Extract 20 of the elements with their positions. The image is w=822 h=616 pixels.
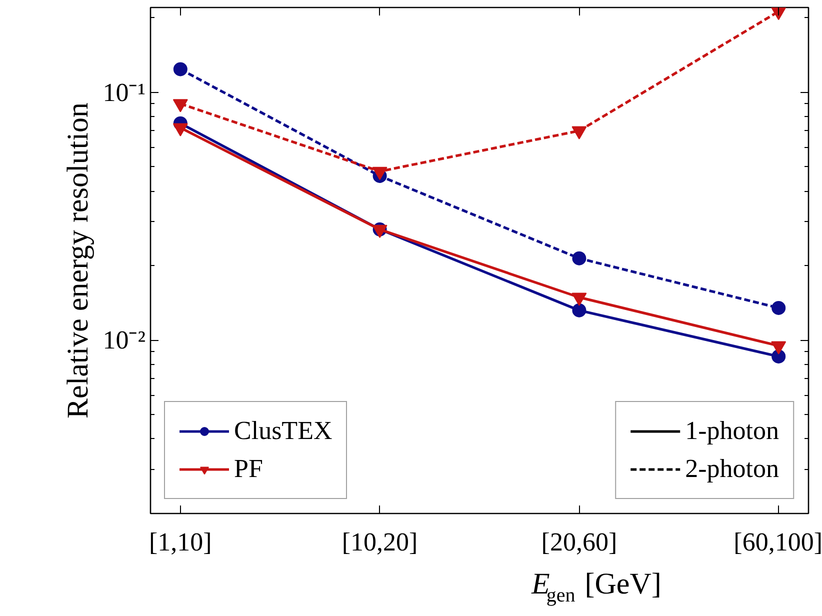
x-tick-label: [60,100] <box>734 528 822 556</box>
annotation: 2-photon <box>685 454 779 484</box>
point <box>572 251 586 266</box>
legend-label: PF <box>234 454 263 484</box>
point <box>172 99 188 112</box>
y-tick-label: 10⁻² <box>102 326 146 355</box>
x-tick-label: [20,60] <box>541 528 618 556</box>
legend-label: ClusTEX <box>234 416 332 446</box>
point <box>372 166 388 180</box>
y-tick-label: 10⁻¹ <box>102 78 146 107</box>
annotation: 1-photon <box>685 416 779 446</box>
y-axis-title: Relative energy resolution <box>62 102 95 419</box>
point <box>572 126 587 140</box>
point <box>172 123 188 136</box>
point <box>772 349 786 364</box>
x-tick-label: [10,20] <box>342 528 418 556</box>
x-tick-label: [1,10] <box>149 528 212 556</box>
point <box>372 224 388 238</box>
point <box>572 303 586 318</box>
point <box>772 300 786 315</box>
